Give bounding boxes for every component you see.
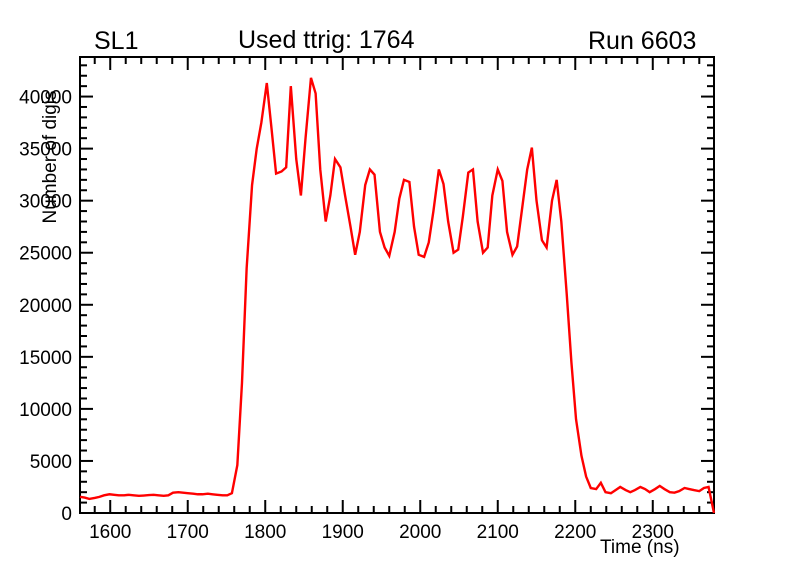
axis-ticks [80,57,714,514]
svg-text:20000: 20000 [19,296,72,317]
svg-text:2300: 2300 [632,522,674,543]
svg-text:2100: 2100 [477,522,519,543]
svg-text:2000: 2000 [399,522,441,543]
axis-tick-labels: 1600 1700 1800 1900 2000 2100 2200 2300 0 5000 100… [19,88,674,543]
svg-text:1600: 1600 [89,522,131,543]
data-series-digis [79,77,716,514]
svg-text:1900: 1900 [322,522,364,543]
svg-text:25000: 25000 [19,244,72,265]
axis-frame [79,56,715,514]
pad-title-center: Used ttrig: 1764 [238,26,415,54]
svg-text:0: 0 [61,504,72,525]
x-axis-label: Time (ns) [600,537,680,558]
svg-text:5000: 5000 [30,452,72,473]
pad-title-right: Run 6603 [588,27,697,55]
pad-title-left: SL1 [94,27,139,55]
svg-text:35000: 35000 [19,140,72,161]
svg-text:15000: 15000 [19,348,72,369]
svg-text:30000: 30000 [19,192,72,213]
svg-text:10000: 10000 [19,400,72,421]
svg-text:40000: 40000 [19,88,72,109]
svg-text:1700: 1700 [167,522,209,543]
svg-text:2200: 2200 [554,522,596,543]
svg-text:1800: 1800 [244,522,286,543]
